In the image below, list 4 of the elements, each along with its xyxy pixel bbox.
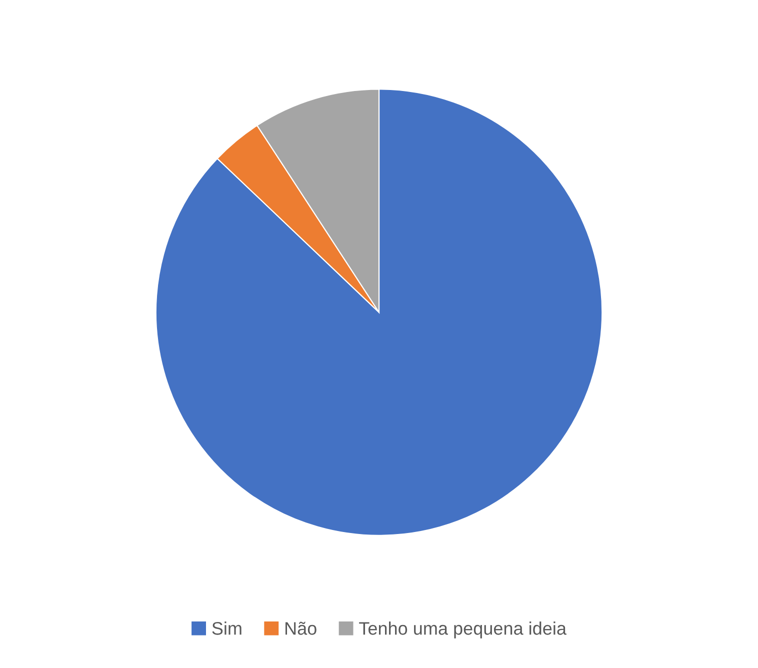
pie-slice (155, 88, 603, 536)
legend-label: Não (286, 622, 316, 635)
legend-label: Tenho uma pequena ideia (359, 622, 566, 638)
legend-label: Sim (212, 622, 242, 635)
